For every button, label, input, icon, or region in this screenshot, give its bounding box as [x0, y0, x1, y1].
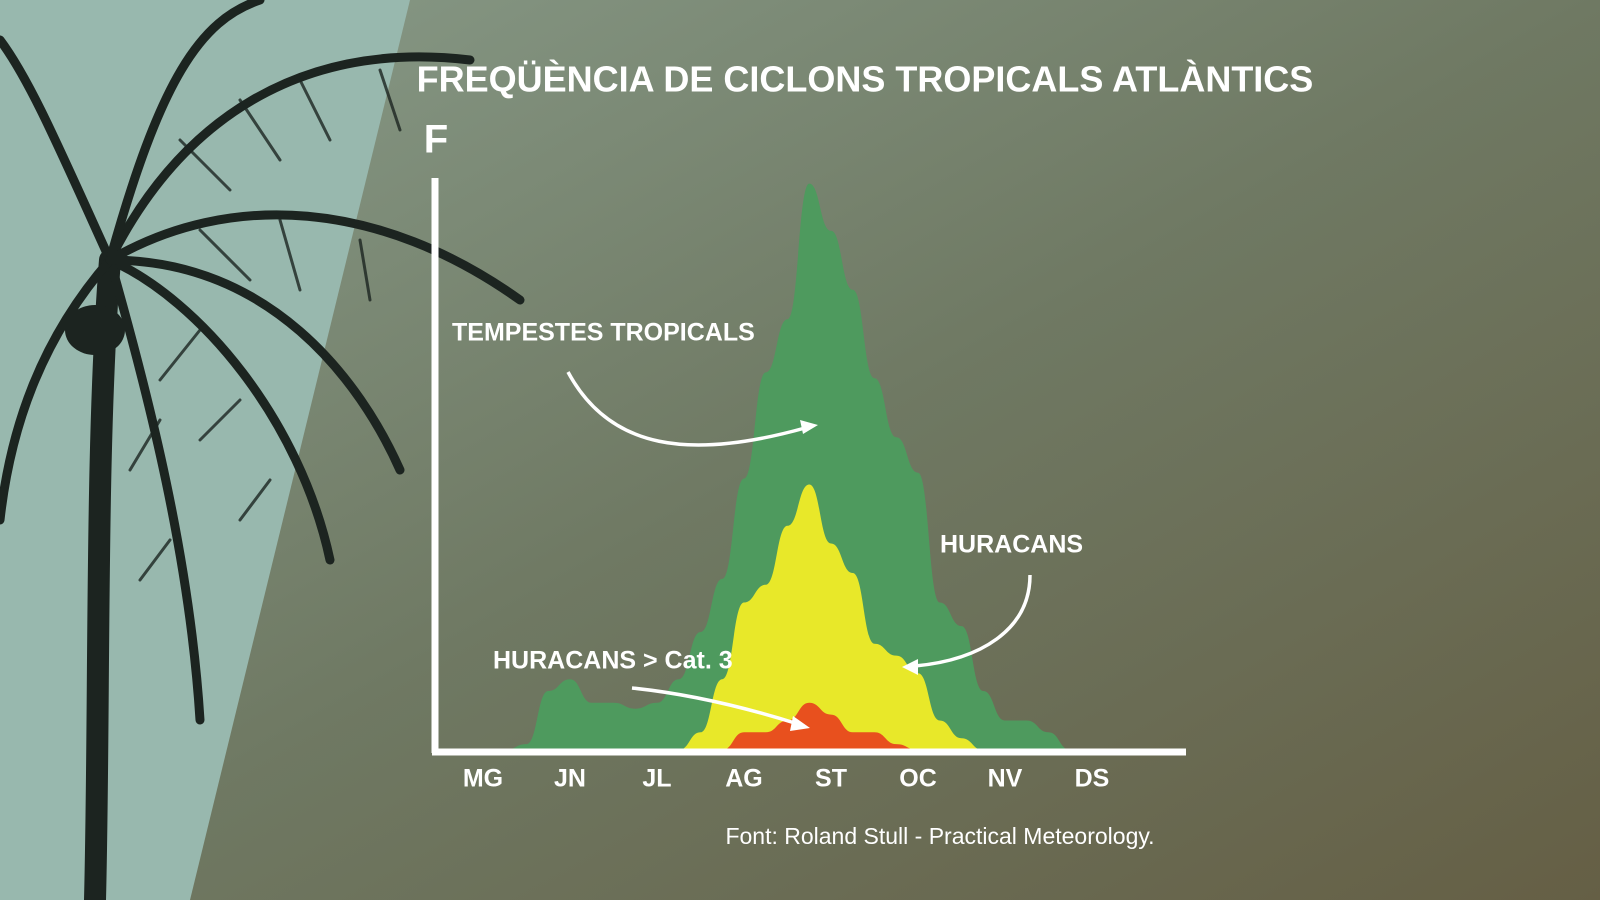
area: [439, 484, 1158, 750]
arrow: [914, 574, 1032, 668]
chart-title: FREQÜÈNCIA DE CICLONS TROPICALS ATLÀNTIC…: [417, 59, 1314, 100]
x-tick-label: MG: [463, 765, 503, 793]
arrowhead: [800, 420, 818, 434]
x-tick-label: AG: [725, 765, 763, 793]
x-tick-label: ST: [815, 765, 847, 793]
arrow: [631, 686, 799, 726]
annotation: HURACANS: [940, 531, 1083, 559]
arrow: [566, 371, 806, 447]
arrowhead: [790, 716, 810, 731]
x-tick-label: JN: [554, 765, 586, 793]
annotation-arrows: [566, 371, 1032, 731]
x-tick-label: OC: [899, 765, 937, 793]
x-tick-label: NV: [988, 765, 1023, 793]
annotation: TEMPESTES TROPICALS: [452, 319, 755, 347]
palm-tree: [0, 0, 525, 905]
arrowhead: [902, 659, 918, 675]
annotation: HURACANS > Cat. 3: [493, 647, 733, 675]
x-tick-label: JL: [642, 765, 671, 793]
x-tick-label: DS: [1075, 765, 1110, 793]
source-note: Font: Roland Stull - Practical Meteorolo…: [725, 823, 1154, 849]
area: [439, 183, 1158, 751]
y-axis-label: F: [424, 118, 448, 162]
